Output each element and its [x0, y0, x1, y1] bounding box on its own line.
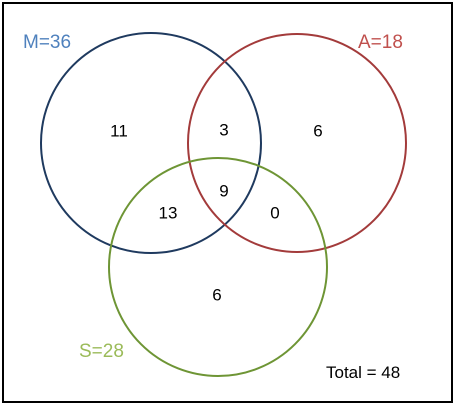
region-m-a: 3: [219, 120, 229, 140]
region-s-only: 6: [212, 285, 222, 305]
region-m-a-s: 9: [219, 181, 229, 201]
set-label-a: A=18: [358, 32, 403, 53]
circle-m: [40, 32, 262, 254]
set-label-m: M=36: [23, 32, 72, 53]
region-a-only: 6: [313, 121, 323, 141]
circle-a: [187, 33, 407, 253]
circle-s: [108, 157, 328, 377]
set-label-s: S=28: [79, 341, 124, 362]
region-a-s: 0: [270, 203, 280, 223]
region-m-s: 13: [158, 203, 178, 223]
total-label: Total = 48: [326, 363, 401, 382]
region-m-only: 11: [110, 121, 128, 141]
